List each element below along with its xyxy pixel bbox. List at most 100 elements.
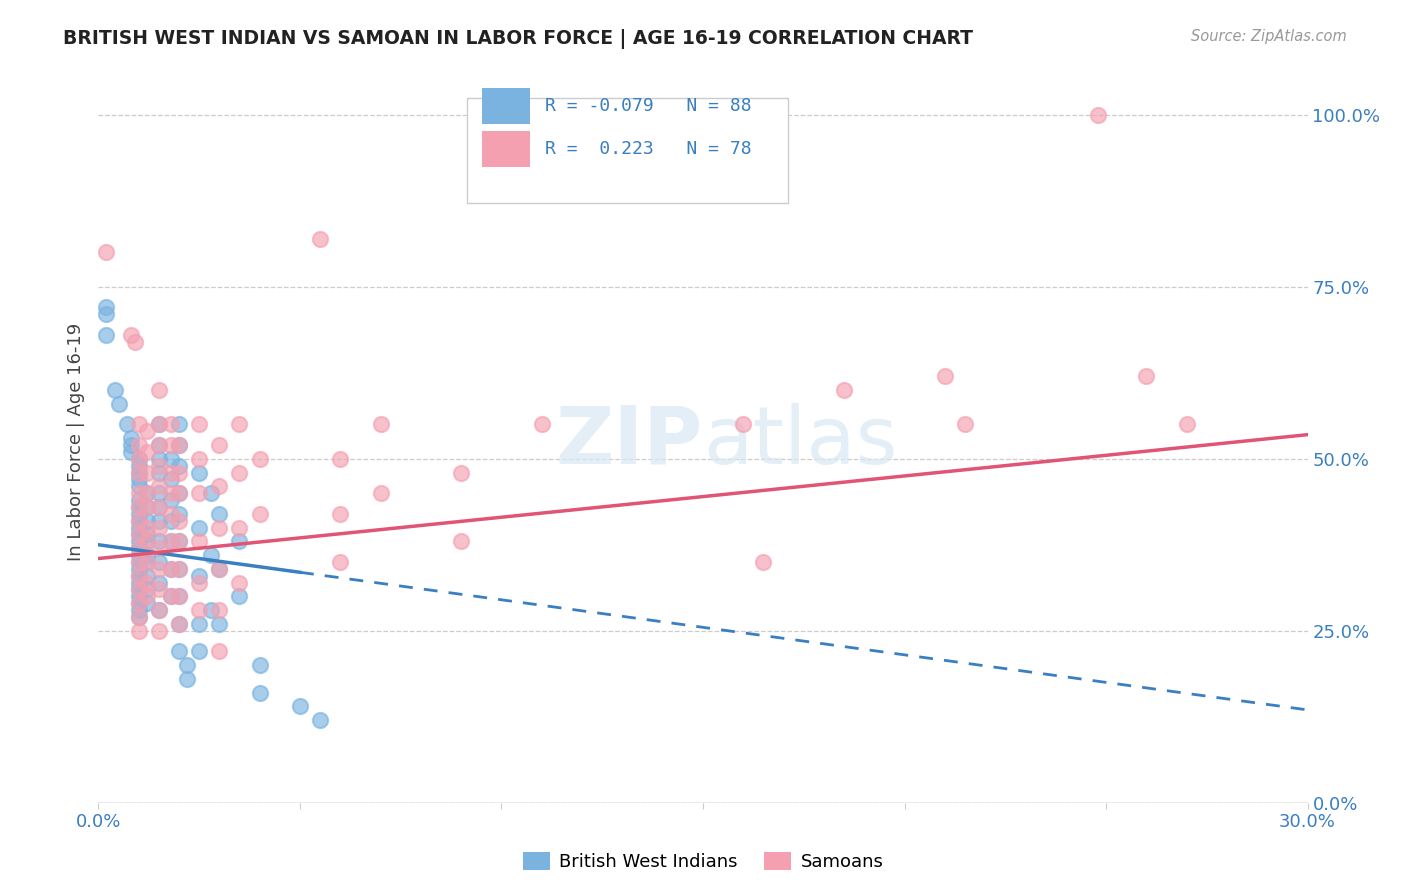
Point (200, 603, 222, 617)
Point (167, 458, 190, 473)
Point (188, 466, 211, 480)
Point (329, 555, 352, 569)
Point (167, 534, 190, 549)
Point (96, 301, 118, 315)
Point (96, 327, 118, 342)
Point (128, 562, 150, 576)
FancyBboxPatch shape (467, 98, 787, 203)
Point (1087, 108, 1109, 122)
Point (148, 458, 170, 473)
Point (148, 417, 170, 432)
Point (128, 555, 150, 569)
Point (124, 334, 146, 349)
Point (167, 438, 190, 452)
Point (115, 417, 138, 432)
Point (128, 610, 150, 624)
Point (128, 493, 150, 508)
Point (148, 575, 170, 590)
Point (128, 527, 150, 541)
Point (128, 590, 150, 604)
Point (188, 575, 211, 590)
Point (160, 562, 183, 576)
Point (128, 548, 150, 562)
Point (128, 507, 150, 521)
Point (167, 616, 190, 631)
Bar (482, 131, 530, 167)
Point (120, 431, 142, 445)
Point (128, 541, 150, 556)
Point (309, 231, 332, 245)
Text: Source: ZipAtlas.com: Source: ZipAtlas.com (1191, 29, 1347, 44)
Point (249, 507, 271, 521)
Point (128, 466, 150, 480)
Legend: British West Indians, Samoans: British West Indians, Samoans (516, 845, 890, 879)
Point (135, 596, 157, 610)
Point (370, 417, 392, 432)
Point (148, 582, 170, 597)
Point (953, 417, 976, 432)
Point (160, 451, 183, 466)
Point (934, 369, 956, 384)
Point (128, 514, 150, 528)
Point (135, 568, 157, 582)
Point (188, 451, 211, 466)
Point (167, 486, 190, 500)
Point (135, 555, 157, 569)
Point (167, 486, 190, 500)
Point (228, 590, 250, 604)
Point (135, 534, 157, 549)
Point (148, 417, 170, 432)
Point (128, 582, 150, 597)
Point (128, 451, 150, 466)
Point (370, 486, 392, 500)
Point (160, 590, 183, 604)
Point (160, 493, 183, 508)
Point (135, 555, 157, 569)
Point (208, 507, 231, 521)
Point (128, 500, 150, 514)
Point (329, 507, 352, 521)
Text: R =  0.223   N = 78: R = 0.223 N = 78 (544, 140, 751, 158)
Point (128, 472, 150, 486)
Point (120, 438, 142, 452)
Point (148, 555, 170, 569)
Point (128, 603, 150, 617)
Point (128, 624, 150, 638)
Point (228, 417, 250, 432)
Point (160, 472, 183, 486)
Point (148, 520, 170, 534)
Point (167, 590, 190, 604)
Point (200, 486, 222, 500)
Point (148, 500, 170, 514)
Point (167, 514, 190, 528)
Point (96, 245, 118, 260)
Point (208, 644, 231, 658)
Point (208, 562, 231, 576)
Point (128, 541, 150, 556)
Point (135, 548, 157, 562)
Point (135, 424, 157, 438)
Point (128, 527, 150, 541)
Point (128, 610, 150, 624)
Point (148, 486, 170, 500)
Point (228, 466, 250, 480)
Point (167, 616, 190, 631)
Point (135, 534, 157, 549)
Point (228, 534, 250, 549)
Point (167, 644, 190, 658)
Point (167, 417, 190, 432)
Point (128, 596, 150, 610)
Point (148, 514, 170, 528)
Point (160, 562, 183, 576)
Point (167, 466, 190, 480)
Point (309, 713, 332, 727)
Point (167, 562, 190, 576)
Point (1135, 369, 1157, 384)
Point (1175, 417, 1198, 432)
Point (160, 486, 183, 500)
Point (188, 568, 211, 582)
Point (128, 568, 150, 582)
Point (160, 507, 183, 521)
Point (228, 575, 250, 590)
Y-axis label: In Labor Force | Age 16-19: In Labor Force | Age 16-19 (66, 322, 84, 561)
